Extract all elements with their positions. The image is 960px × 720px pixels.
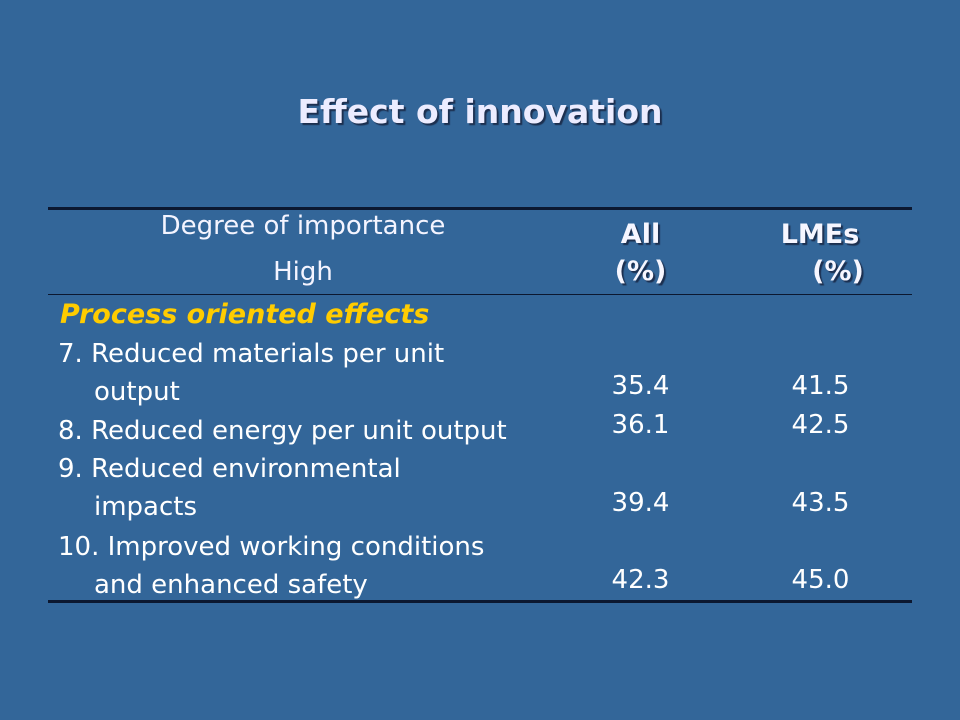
row-10-lmes-value: 45.0 (791, 565, 850, 595)
header-lmes-unit: (%) (812, 256, 864, 287)
header-high: High (273, 257, 333, 287)
header-all-unit: (%) (614, 256, 667, 287)
row-8-label-line-1: 8. Reduced energy per unit output (58, 416, 507, 446)
header-lmes: LMEs (780, 219, 860, 250)
row-9-lmes-value: 43.5 (791, 488, 850, 518)
slide-title: Effect of innovation (297, 92, 663, 131)
row-7-label-line-2: output (94, 377, 180, 407)
row-7-label-line-1: 7. Reduced materials per unit (58, 339, 445, 369)
row-10-label-line-1: 10. Improved working conditions (58, 532, 485, 562)
row-7-all-value: 35.4 (611, 371, 670, 401)
row-10-all-value: 42.3 (611, 565, 670, 595)
row-9-all-value: 39.4 (611, 488, 670, 518)
header-degree-of-importance: Degree of importance (160, 211, 446, 241)
row-7-lmes-value: 41.5 (791, 371, 850, 401)
table-bottom-rule (48, 600, 912, 603)
header-all: All (620, 219, 661, 250)
table-header-rule (48, 294, 912, 295)
row-8-all-value: 36.1 (611, 410, 670, 440)
row-10-label-line-2: and enhanced safety (94, 570, 368, 600)
row-9-label-line-2: impacts (94, 492, 198, 522)
row-9-label-line-1: 9. Reduced environmental (58, 454, 401, 484)
table-top-rule (48, 207, 912, 210)
row-8-lmes-value: 42.5 (791, 410, 850, 440)
section-label-process-oriented-effects: Process oriented effects (60, 299, 430, 330)
